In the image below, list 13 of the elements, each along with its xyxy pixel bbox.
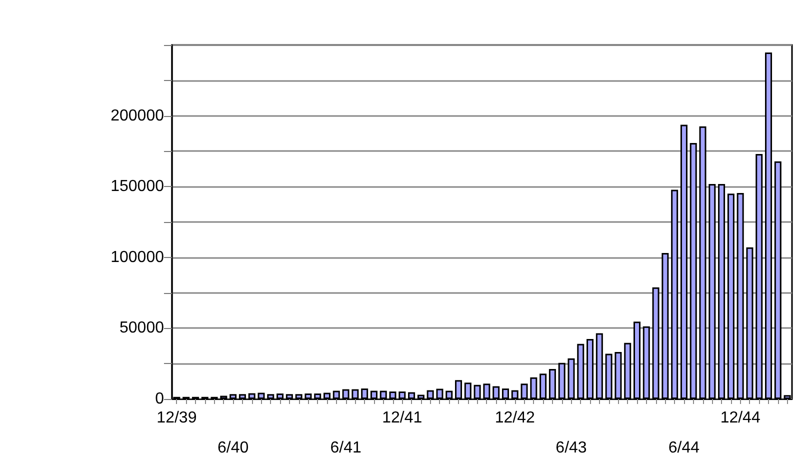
- x-tick-label: 6/43: [556, 440, 587, 456]
- y-tick-label: 100000: [110, 248, 164, 266]
- x-tick-label: 6/44: [668, 440, 700, 456]
- x-tick-label: 12/42: [494, 410, 535, 426]
- x-tick-label: 6/40: [217, 440, 249, 456]
- y-tick-label: 50000: [120, 320, 164, 337]
- y-tick-label: 150000: [110, 178, 164, 196]
- y-tick-label: 200000: [110, 107, 164, 124]
- x-tick-label: 12/41: [382, 410, 422, 426]
- x-tick-label: 12/39: [156, 410, 197, 426]
- x-tick-label: 6/41: [330, 440, 362, 456]
- y-tick-label: 0: [155, 390, 164, 408]
- x-tick-label: 12/44: [720, 410, 760, 426]
